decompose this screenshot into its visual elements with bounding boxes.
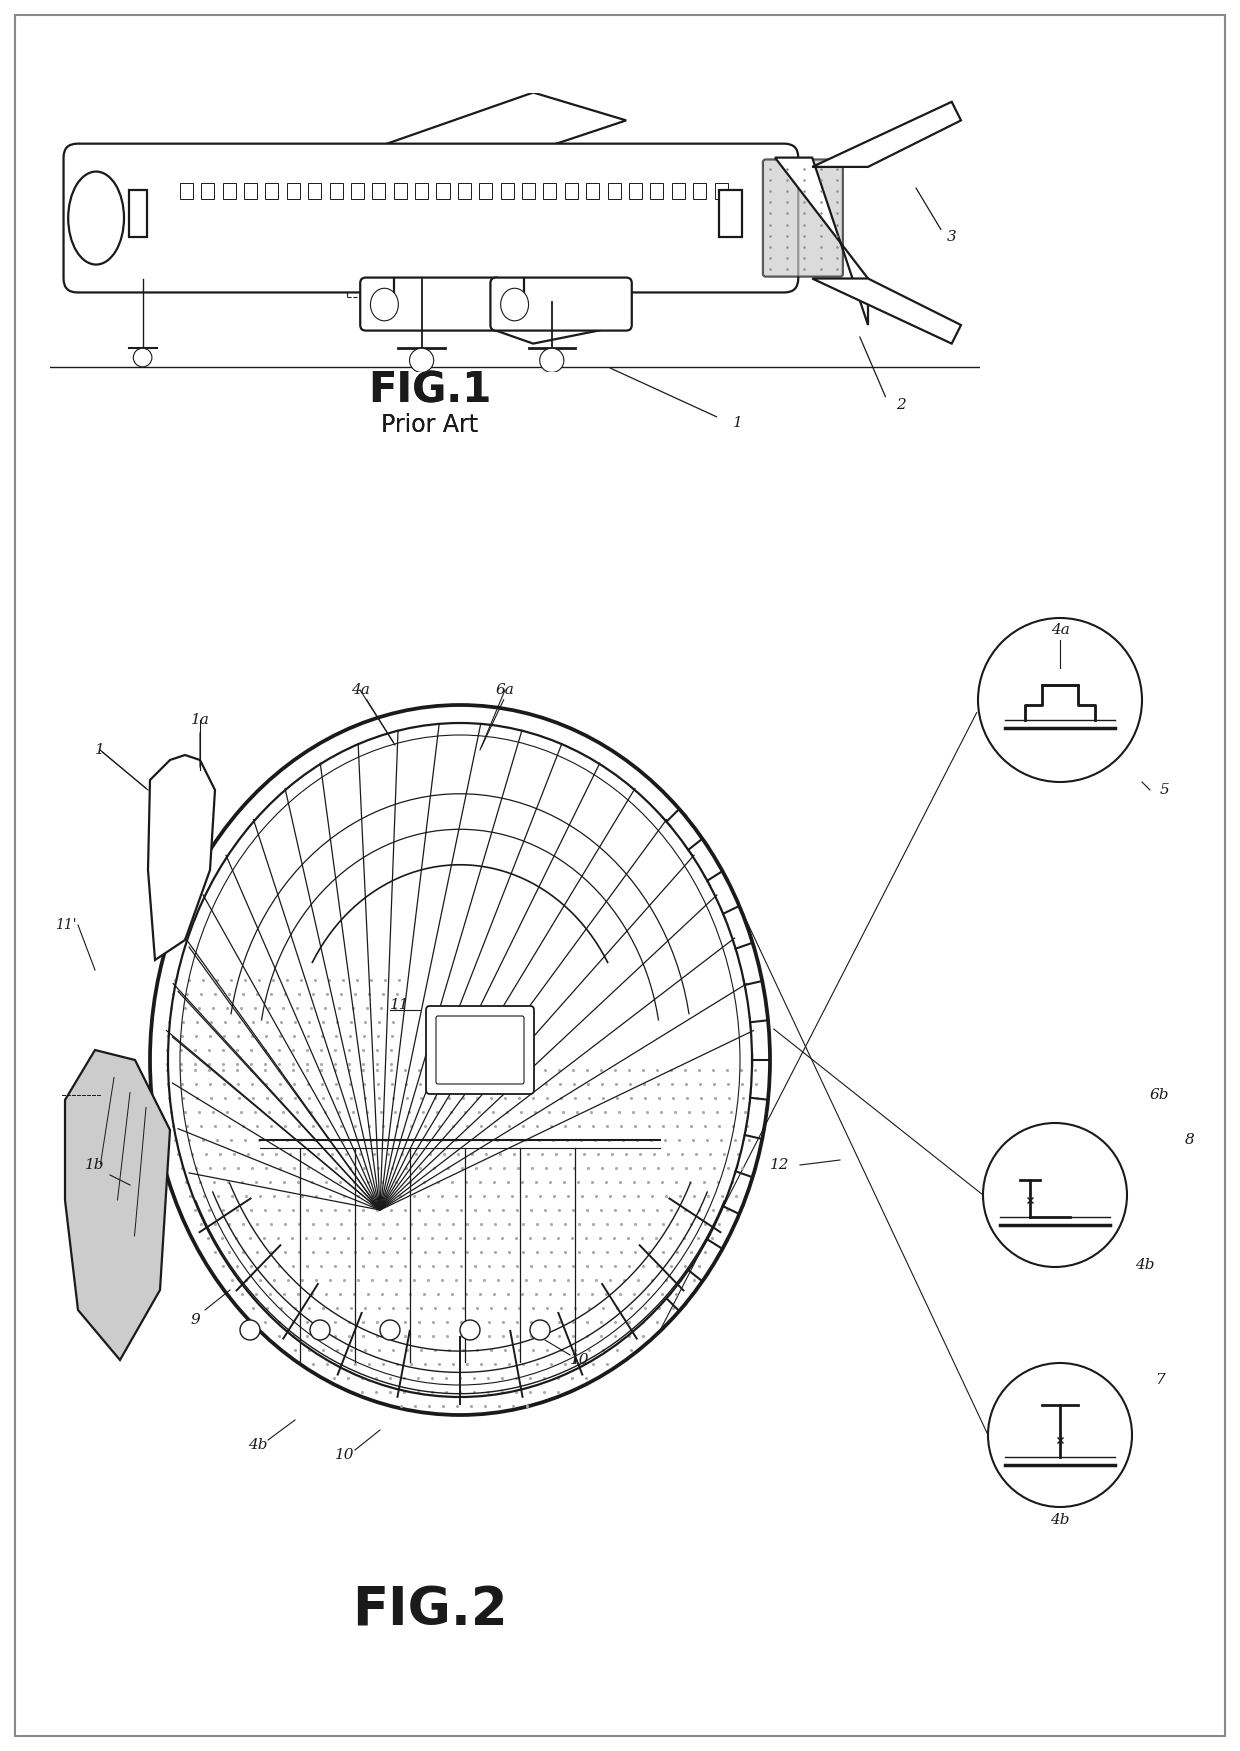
Bar — [351, 182, 365, 200]
Ellipse shape — [501, 289, 528, 320]
Circle shape — [529, 1320, 551, 1340]
Bar — [672, 182, 684, 200]
Text: 7: 7 — [1154, 1373, 1164, 1387]
Circle shape — [988, 1362, 1132, 1508]
Bar — [629, 182, 642, 200]
Ellipse shape — [150, 706, 770, 1415]
Circle shape — [133, 348, 151, 368]
Bar — [651, 182, 663, 200]
Circle shape — [379, 1320, 401, 1340]
Text: 6a: 6a — [496, 683, 515, 697]
Bar — [719, 191, 743, 236]
Circle shape — [978, 618, 1142, 783]
Text: FIG.1: FIG.1 — [368, 369, 491, 411]
Text: 4b: 4b — [1135, 1257, 1154, 1271]
Text: 6b: 6b — [1149, 1087, 1169, 1101]
Text: 3: 3 — [947, 231, 956, 245]
Text: Prior Art: Prior Art — [382, 413, 479, 438]
Bar — [330, 182, 342, 200]
FancyBboxPatch shape — [763, 159, 843, 277]
Bar — [265, 182, 279, 200]
Ellipse shape — [371, 289, 398, 320]
Polygon shape — [775, 158, 868, 326]
Text: FIG.2: FIG.2 — [352, 1585, 508, 1635]
Text: 10: 10 — [335, 1448, 355, 1462]
Bar — [180, 182, 193, 200]
Bar — [347, 242, 626, 298]
FancyBboxPatch shape — [427, 1007, 534, 1094]
Text: 4b: 4b — [248, 1438, 268, 1452]
Text: 12: 12 — [770, 1157, 790, 1171]
Polygon shape — [812, 102, 961, 166]
Bar — [608, 182, 621, 200]
Polygon shape — [347, 278, 626, 343]
Text: FIG.1: FIG.1 — [368, 369, 491, 411]
Polygon shape — [1025, 685, 1095, 720]
Circle shape — [310, 1320, 330, 1340]
Bar — [480, 182, 492, 200]
Text: 1a: 1a — [191, 713, 210, 727]
Polygon shape — [64, 1051, 170, 1361]
Text: 4b: 4b — [1050, 1513, 1070, 1527]
Bar — [501, 182, 513, 200]
Bar — [693, 182, 707, 200]
Bar — [201, 182, 215, 200]
FancyBboxPatch shape — [491, 278, 631, 331]
Bar — [244, 182, 257, 200]
Bar — [565, 182, 578, 200]
Bar — [372, 182, 386, 200]
Text: 8: 8 — [1185, 1133, 1195, 1147]
Circle shape — [460, 1320, 480, 1340]
Text: 10: 10 — [570, 1354, 590, 1368]
Circle shape — [241, 1320, 260, 1340]
Text: 9: 9 — [190, 1313, 200, 1327]
FancyBboxPatch shape — [361, 278, 501, 331]
Text: 2: 2 — [895, 397, 905, 411]
Bar — [309, 182, 321, 200]
Text: Prior Art: Prior Art — [382, 413, 479, 438]
Polygon shape — [347, 93, 626, 158]
Circle shape — [409, 348, 434, 373]
Text: 1: 1 — [95, 742, 105, 756]
Polygon shape — [812, 278, 961, 343]
Bar — [223, 182, 236, 200]
Bar — [436, 182, 450, 200]
Text: 11': 11' — [55, 918, 77, 932]
Text: 5: 5 — [1161, 783, 1169, 797]
Circle shape — [539, 348, 564, 373]
Text: 1: 1 — [733, 417, 743, 431]
FancyBboxPatch shape — [63, 144, 799, 292]
Text: 4a: 4a — [351, 683, 370, 697]
Bar — [394, 182, 407, 200]
Bar — [415, 182, 428, 200]
FancyBboxPatch shape — [436, 1016, 525, 1084]
Text: 1b: 1b — [86, 1157, 104, 1171]
Bar — [129, 191, 148, 236]
Text: 11: 11 — [391, 998, 409, 1012]
Text: 4a: 4a — [1050, 623, 1069, 637]
Polygon shape — [148, 755, 215, 960]
Circle shape — [983, 1122, 1127, 1268]
Bar — [543, 182, 557, 200]
Bar — [587, 182, 599, 200]
Bar — [286, 182, 300, 200]
Bar — [714, 182, 728, 200]
Bar — [458, 182, 471, 200]
Bar — [522, 182, 536, 200]
Ellipse shape — [68, 172, 124, 264]
